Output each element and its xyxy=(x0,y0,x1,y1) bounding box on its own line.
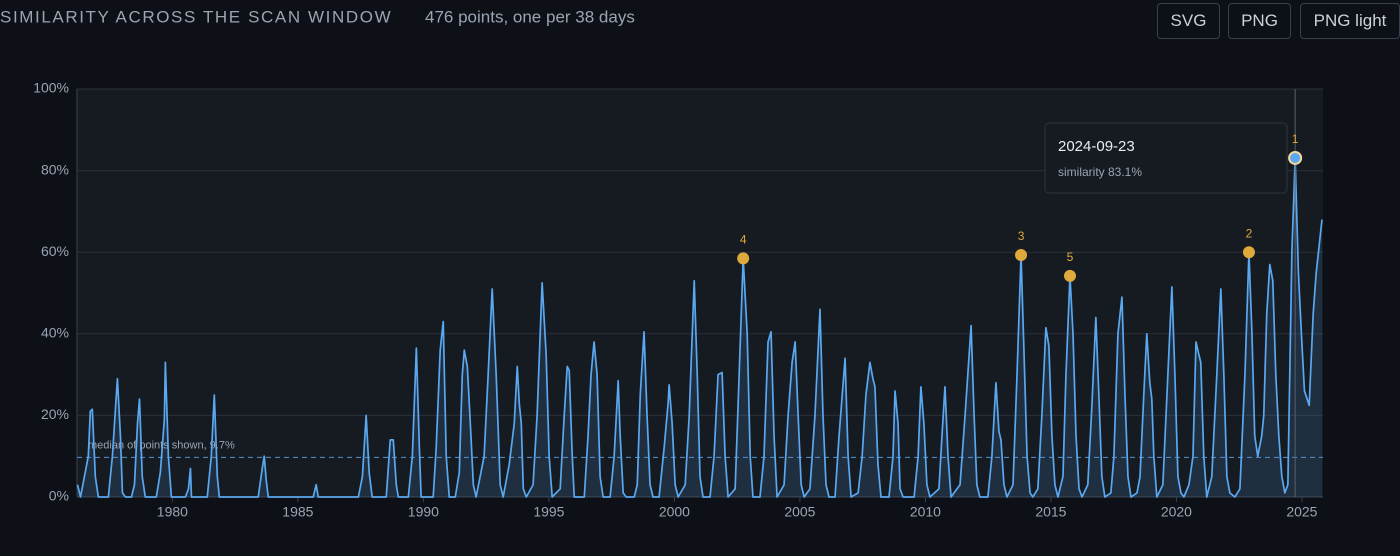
highlight-rank: 2 xyxy=(1246,226,1253,240)
x-tick-label: 2005 xyxy=(784,504,815,520)
highlight-point xyxy=(737,252,750,265)
highlight-rank: 5 xyxy=(1067,250,1074,264)
x-tick-label: 1980 xyxy=(157,504,188,520)
x-tick-label: 1995 xyxy=(533,504,564,520)
median-label: median of points shown, 9.7% xyxy=(88,439,235,451)
y-tick-label: 0% xyxy=(49,488,69,504)
y-tick-label: 100% xyxy=(33,80,69,96)
highlight-point xyxy=(1063,269,1076,282)
highlight-point xyxy=(1288,150,1303,165)
tooltip-value: similarity 83.1% xyxy=(1058,165,1142,179)
x-tick-label: 2025 xyxy=(1286,504,1317,520)
y-tick-label: 20% xyxy=(41,406,69,422)
highlight-point xyxy=(1242,246,1255,259)
highlight-rank: 3 xyxy=(1018,229,1025,243)
line xyxy=(76,157,1323,498)
export-png-button[interactable]: PNG xyxy=(1228,3,1291,39)
x-tick-label: 2020 xyxy=(1161,504,1192,520)
area xyxy=(77,157,1322,497)
export-svg-button[interactable]: SVG xyxy=(1157,3,1220,39)
x-tick-label: 1990 xyxy=(408,504,439,520)
y-tick-label: 80% xyxy=(41,161,69,177)
x-tick-label: 2000 xyxy=(659,504,690,520)
highlight-point xyxy=(1015,249,1028,262)
chart-subtitle: 476 points, one per 38 days xyxy=(425,7,635,26)
y-tick-label: 40% xyxy=(41,325,69,341)
export-png-light-button[interactable]: PNG light xyxy=(1300,3,1400,39)
tooltip-date: 2024-09-23 xyxy=(1058,138,1135,155)
highlight-rank: 1 xyxy=(1292,132,1299,146)
y-tick-label: 60% xyxy=(41,243,69,259)
chart-title: SIMILARITY ACROSS THE SCAN WINDOW xyxy=(0,7,392,26)
x-tick-label: 1985 xyxy=(282,504,313,520)
x-tick-label: 2010 xyxy=(910,504,941,520)
x-tick-label: 2015 xyxy=(1035,504,1066,520)
tooltip xyxy=(1044,122,1288,194)
highlight-rank: 4 xyxy=(740,232,747,246)
